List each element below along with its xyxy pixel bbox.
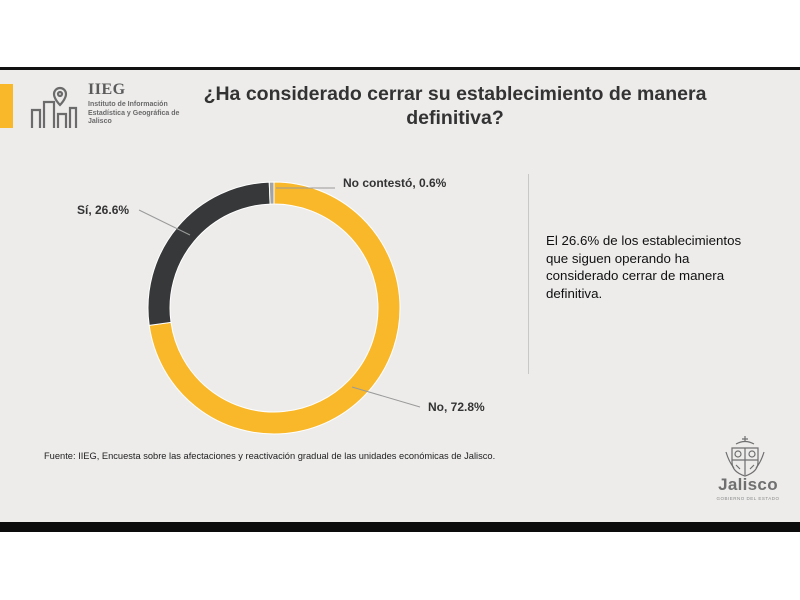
- bottom-frame-bar: [0, 522, 800, 532]
- jalisco-wordmark: Jalisco: [718, 475, 778, 494]
- slide-title: ¿Ha considerado cerrar su establecimient…: [203, 83, 707, 129]
- presentation-slide: IIEG Instituto de Información Estadístic…: [0, 70, 800, 522]
- source-note: Fuente: IIEG, Encuesta sobre las afectac…: [44, 451, 496, 461]
- jalisco-seal-icon: [725, 436, 765, 477]
- government-tagline: GOBIERNO DEL ESTADO: [716, 496, 780, 501]
- leader-line: [138, 209, 191, 236]
- slice-no: [148, 181, 401, 435]
- slice-si: [147, 181, 271, 326]
- label-si: Sí, 26.6%: [77, 203, 129, 217]
- org-short-name: IIEG: [88, 81, 126, 98]
- vertical-divider: [528, 174, 529, 374]
- slice-no-contesto: [268, 181, 275, 205]
- insight-text: El 26.6% de los establecimientos que sig…: [546, 233, 742, 301]
- accent-bar: [0, 84, 13, 128]
- label-no: No, 72.8%: [428, 400, 485, 414]
- top-frame-bar: [0, 67, 800, 70]
- iieg-logo-icon: [30, 86, 78, 128]
- donut-chart: No, 72.8% Sí, 26.6% No contestó, 0.6%: [77, 176, 485, 435]
- leader-line: [351, 386, 421, 408]
- org-full-name: Instituto de Información Estadística y G…: [88, 101, 180, 125]
- label-no-contesto: No contestó, 0.6%: [343, 176, 447, 190]
